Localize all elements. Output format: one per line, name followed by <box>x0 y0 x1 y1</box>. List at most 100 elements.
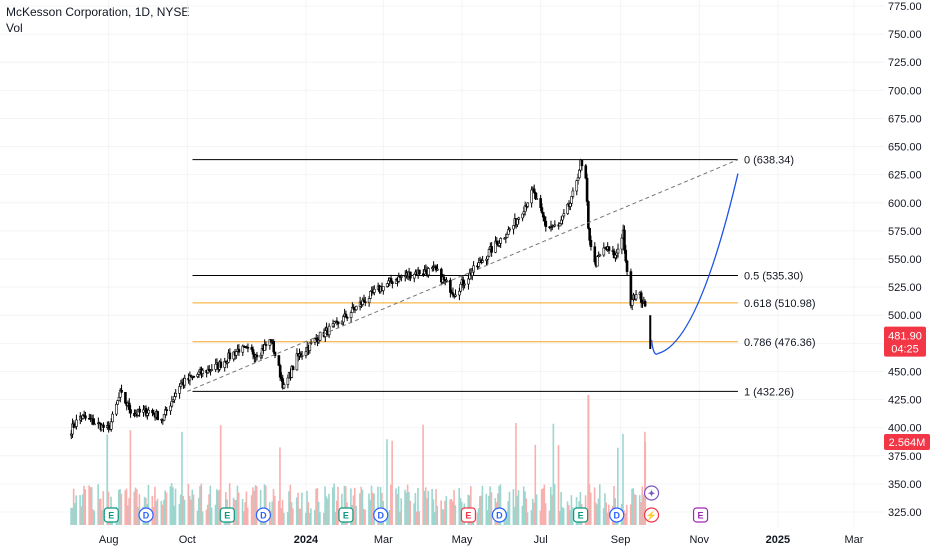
volume-bar <box>277 500 280 525</box>
volume-bar <box>237 492 240 525</box>
candle <box>449 277 452 298</box>
candle-body <box>246 346 250 349</box>
volume-bar <box>596 504 598 525</box>
candle-body <box>517 217 521 220</box>
volume-bar <box>280 508 283 525</box>
candle <box>344 310 348 318</box>
current-price-value: 481.90 <box>888 331 922 343</box>
volume-bar <box>400 498 402 525</box>
volume-bar <box>552 423 555 525</box>
candle <box>144 405 148 418</box>
candle-body <box>580 159 584 167</box>
volume-bar <box>362 509 365 525</box>
candle-body <box>639 292 643 303</box>
volume-bar <box>191 489 194 525</box>
candle-body <box>620 237 624 250</box>
candle <box>587 200 590 230</box>
candle-body <box>458 290 461 296</box>
volume-bar <box>286 512 289 525</box>
candle-body <box>75 419 78 427</box>
candle-body <box>472 265 475 273</box>
fib-label-1: 1 (432.26) <box>744 386 794 398</box>
candle <box>165 406 168 416</box>
marker-letter: D <box>496 511 503 521</box>
time-tick-label: Sep <box>611 534 631 546</box>
marker-letter: E <box>108 511 114 521</box>
candle-body <box>84 415 87 419</box>
volume-bar <box>540 489 543 525</box>
volume-bar <box>355 505 357 525</box>
volume-bar <box>399 511 401 525</box>
candle-body <box>170 401 174 407</box>
candle <box>585 173 589 206</box>
volume-bar <box>449 499 451 525</box>
volume-bar <box>417 487 419 525</box>
volume-bar <box>427 490 430 525</box>
candle <box>639 290 643 308</box>
volume-bar <box>593 487 596 525</box>
volume-bar <box>481 485 484 525</box>
volume-bar <box>283 512 285 525</box>
candle-body <box>540 207 544 213</box>
volume-bar <box>127 505 129 525</box>
volume-bar <box>632 488 635 525</box>
volume-bar <box>557 444 560 525</box>
time-tick-label: May <box>452 534 473 546</box>
candle-body <box>585 177 589 202</box>
volume-bar <box>252 487 254 525</box>
candle <box>209 370 212 376</box>
volume-bar <box>498 485 500 525</box>
volume-bar <box>81 494 84 525</box>
volume-bar <box>424 487 427 525</box>
volume-bar <box>228 483 231 525</box>
candle-body <box>487 249 491 257</box>
candle-body <box>124 391 127 404</box>
candle <box>463 280 466 289</box>
volume-bar <box>486 509 489 525</box>
time-axis: Aug Oct 2024 Mar May Jul Sep Nov 2025 Mar <box>99 534 864 546</box>
volume-bar <box>451 501 454 525</box>
candle <box>361 297 364 307</box>
volume-bar <box>92 509 94 525</box>
volume-bar <box>183 499 186 525</box>
candle <box>427 267 430 278</box>
candle-body <box>342 316 345 323</box>
time-tick-label: Jul <box>534 534 548 546</box>
candle-body <box>539 198 542 208</box>
volume-bar <box>182 495 185 525</box>
event-marker-D: D <box>138 507 154 523</box>
volume-bar <box>560 492 562 525</box>
volume-bar <box>418 511 421 525</box>
volume-bar <box>387 511 390 525</box>
volume-bar <box>426 498 428 525</box>
candle <box>299 351 303 358</box>
volume-bar <box>386 439 388 525</box>
volume-bar <box>391 440 393 525</box>
candle <box>228 348 232 361</box>
volume-bar <box>568 505 570 525</box>
volume-badge: 2.564M <box>884 434 930 450</box>
volume-bar <box>215 489 218 525</box>
volume-bar <box>208 494 210 525</box>
event-marker-D: D <box>255 507 272 523</box>
flash-icon <box>643 485 660 501</box>
candle <box>282 382 286 390</box>
candle-body <box>607 246 611 251</box>
trend-line <box>187 159 739 392</box>
volume-bar <box>531 498 534 525</box>
candle <box>170 395 174 408</box>
projection-curve <box>650 173 739 355</box>
volume-bar <box>99 498 102 525</box>
volume-bar <box>453 490 455 525</box>
volume-bar <box>241 499 244 525</box>
candle-body <box>615 252 619 256</box>
volume-bar <box>626 504 628 525</box>
dividend-icon <box>373 507 389 523</box>
volume-bar <box>310 508 312 525</box>
price-tick-label: 375.00 <box>888 451 922 463</box>
candle-body <box>173 396 176 401</box>
candle-body <box>575 180 579 192</box>
event-marker-E: E <box>573 507 589 523</box>
candle <box>434 264 438 273</box>
